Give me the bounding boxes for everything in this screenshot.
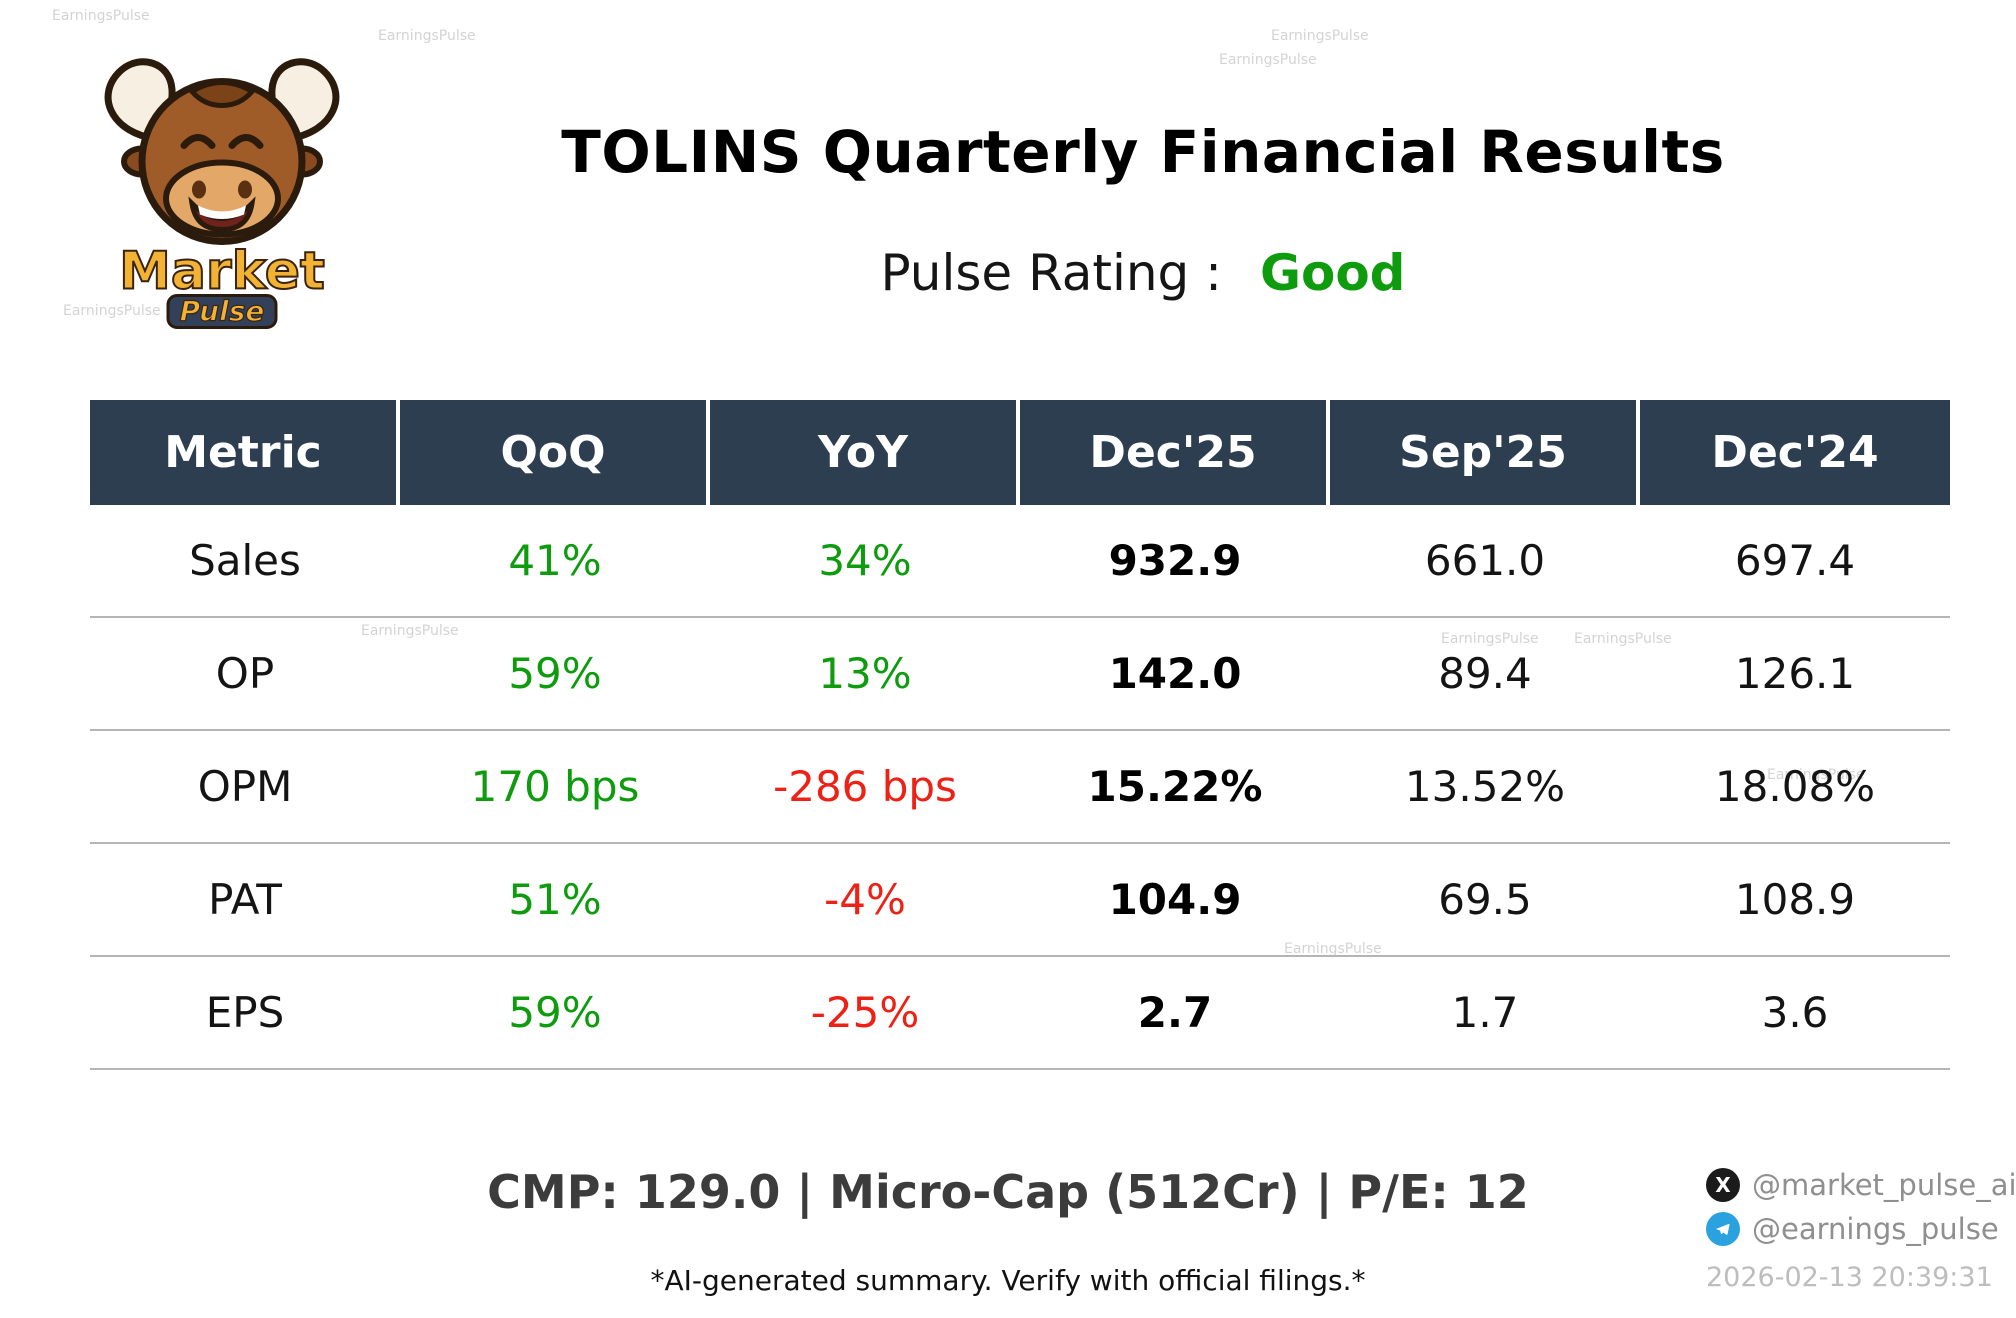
brand-logo: Market Pulse <box>72 42 372 330</box>
metric-cell: OP <box>215 649 275 698</box>
watermark-text: EarningsPulse <box>63 303 161 319</box>
yoy-cell: 34% <box>818 536 912 585</box>
social-telegram-row: @earnings_pulse <box>1706 1212 2016 1246</box>
watermark-text: EarningsPulse <box>1219 52 1317 68</box>
watermark-text: EarningsPulse <box>378 28 476 44</box>
watermark-text: EarningsPulse <box>1767 767 1865 783</box>
prev-year-cell: 3.6 <box>1761 988 1829 1037</box>
column-header: Metric <box>90 400 400 505</box>
qoq-cell: 51% <box>508 875 602 924</box>
logo-text-pulse: Pulse <box>180 295 265 328</box>
watermark-text: EarningsPulse <box>1441 631 1539 647</box>
table-row: Sales 41% 34% 932.9 661.0 697.4 <box>90 505 1950 618</box>
metric-cell: OPM <box>197 762 293 811</box>
table-header-row: Metric QoQ YoY Dec'25 Sep'25 Dec'24 <box>90 400 1950 505</box>
header-block: TOLINS Quarterly Financial Results Pulse… <box>330 118 1956 302</box>
qoq-cell: 41% <box>508 536 602 585</box>
cmp-summary-line: CMP: 129.0 | Micro-Cap (512Cr) | P/E: 12 <box>487 1165 1529 1219</box>
prev-quarter-cell: 89.4 <box>1438 649 1532 698</box>
watermark-text: EarningsPulse <box>1574 631 1672 647</box>
table-row: EPS 59% -25% 2.7 1.7 3.6 <box>90 957 1950 1070</box>
yoy-cell: -25% <box>810 988 920 1037</box>
prev-quarter-cell: 13.52% <box>1404 762 1566 811</box>
qoq-cell: 59% <box>508 649 602 698</box>
column-header: QoQ <box>400 400 710 505</box>
yoy-cell: -286 bps <box>773 762 957 811</box>
prev-year-cell: 108.9 <box>1734 875 1856 924</box>
prev-quarter-cell: 661.0 <box>1424 536 1546 585</box>
metric-cell: Sales <box>189 536 301 585</box>
column-header: Dec'25 <box>1020 400 1330 505</box>
bull-mascot-icon: Market Pulse <box>104 58 340 329</box>
pulse-rating-label: Pulse Rating : <box>880 244 1223 302</box>
disclaimer-text: *AI-generated summary. Verify with offic… <box>650 1264 1366 1297</box>
metric-cell: PAT <box>208 875 282 924</box>
results-table: Metric QoQ YoY Dec'25 Sep'25 Dec'24 Sales 41% 3… <box>90 400 1950 1070</box>
table-row: PAT 51% -4% 104.9 69.5 108.9 <box>90 844 1950 957</box>
qoq-cell: 59% <box>508 988 602 1037</box>
telegram-handle: @earnings_pulse <box>1752 1212 1999 1246</box>
watermark-text: EarningsPulse <box>1284 941 1382 957</box>
watermark-text: EarningsPulse <box>1271 28 1369 44</box>
column-header: Sep'25 <box>1330 400 1640 505</box>
table-row: OPM 170 bps -286 bps 15.22% 13.52% 18.08% <box>90 731 1950 844</box>
timestamp: 2026-02-13 20:39:31 <box>1706 1262 1993 1293</box>
prev-year-cell: 18.08% <box>1714 762 1876 811</box>
prev-quarter-cell: 1.7 <box>1451 988 1519 1037</box>
current-quarter-cell: 142.0 <box>1108 649 1242 698</box>
social-block: X @market_pulse_ai @earnings_pulse 2026-… <box>1706 1168 2016 1293</box>
prev-year-cell: 126.1 <box>1734 649 1856 698</box>
current-quarter-cell: 15.22% <box>1087 762 1263 811</box>
metric-cell: EPS <box>205 988 285 1037</box>
prev-quarter-cell: 69.5 <box>1438 875 1532 924</box>
column-header: Dec'24 <box>1640 400 1950 505</box>
table-row: OP 59% 13% 142.0 89.4 126.1 <box>90 618 1950 731</box>
yoy-cell: -4% <box>824 875 906 924</box>
column-header: YoY <box>710 400 1020 505</box>
table-body: Sales 41% 34% 932.9 661.0 697.4 OP 59% 13% 142.0 8… <box>90 505 1950 1070</box>
watermark-text: EarningsPulse <box>361 623 459 639</box>
current-quarter-cell: 932.9 <box>1108 536 1242 585</box>
telegram-icon <box>1706 1212 1740 1246</box>
x-handle: @market_pulse_ai <box>1752 1168 2016 1202</box>
social-x-row: X @market_pulse_ai <box>1706 1168 2016 1202</box>
prev-year-cell: 697.4 <box>1734 536 1856 585</box>
current-quarter-cell: 104.9 <box>1108 875 1242 924</box>
x-twitter-icon: X <box>1706 1168 1740 1202</box>
page-title: TOLINS Quarterly Financial Results <box>561 118 1725 186</box>
pulse-rating-value: Good <box>1259 244 1406 302</box>
watermark-text: EarningsPulse <box>52 8 150 24</box>
pulse-rating-line: Pulse Rating : Good <box>330 244 1956 302</box>
current-quarter-cell: 2.7 <box>1137 988 1213 1037</box>
qoq-cell: 170 bps <box>470 762 640 811</box>
logo-text-market: Market <box>119 242 325 302</box>
yoy-cell: 13% <box>818 649 912 698</box>
